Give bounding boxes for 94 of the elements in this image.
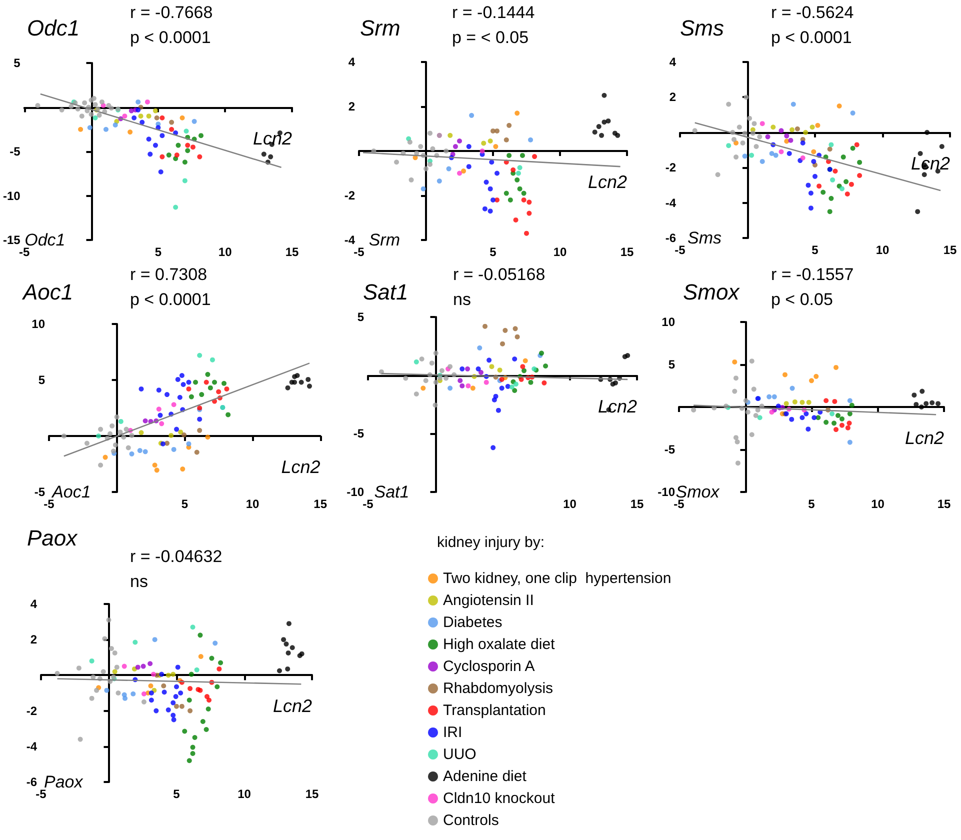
y-tick-label: 5 [14,56,21,70]
y-tick-label: 10 [662,315,676,329]
y-tick-label: 5 [357,310,364,324]
x-axis-title: Lcn2 [588,172,627,192]
y-tick-label: -5 [34,485,46,499]
x-tick-label: 10 [218,245,232,259]
x-axis-title: Lcn2 [252,128,292,148]
legend-label: Two kidney, one clip hypertension [443,570,672,587]
y-tick-label: -10 [346,485,364,499]
chart-title: Odc1 [27,16,80,40]
text: r = -0.1444 [452,3,535,22]
x-tick-label: 10 [876,243,890,257]
text: p = < 0.05 [452,28,529,47]
y-tick-label: -6 [26,775,38,789]
y-tick-label: 5 [668,358,676,372]
text: p < 0.0001 [130,290,211,309]
x-tick-label: 15 [943,243,957,257]
legend-label: Diabetes [443,614,502,631]
y-tick-label: -5 [10,144,21,158]
x-tick-label: 10 [246,497,260,511]
legend-label: IRI [443,724,462,741]
y-axis-title: Srm [368,230,400,250]
y-tick-label: -10 [3,188,21,203]
text: r = 0.7308 [130,265,208,284]
legend-title: kidney injury by: [437,534,545,551]
x-tick-label: 5 [812,243,819,257]
legend-label: Rhabdomyolysis [443,680,554,697]
text: r = -0.5624 [771,3,854,22]
y-tick-label: 5 [38,373,46,387]
x-tick-label: 5 [173,787,180,801]
legend-label: Cldn10 knockout [443,790,556,807]
text: ns [453,290,471,309]
y-tick-label: -2 [344,188,356,202]
y-axis-title: Paox [44,772,84,792]
text: ns [130,572,148,591]
legend-label: Angiotensin II [443,592,534,609]
x-tick-label: 15 [937,497,951,511]
y-axis-title: Sat1 [374,482,410,502]
y-tick-label: 10 [32,317,46,331]
x-tick-label: -5 [362,497,374,511]
x-tick-label: 15 [620,245,634,259]
x-tick-label: 15 [630,497,644,511]
x-tick-label: 15 [285,245,299,259]
x-tick-label: 15 [305,787,319,801]
x-tick-label: 10 [871,497,885,511]
y-axis-title: Sms [688,228,722,248]
y-tick-label: -2 [665,160,676,175]
text: p < 0.0001 [130,28,211,47]
text: r = -0.7668 [130,3,213,22]
y-tick-label: 2 [669,90,676,104]
legend-label: Transplantation [443,702,546,719]
y-tick-label: -5 [353,426,364,441]
chart-title: Aoc1 [21,280,74,304]
legend-label: High oxalate diet [443,636,556,653]
x-tick-label: 15 [314,497,328,511]
text: r = -0.05168 [453,265,546,284]
x-axis-title: Lcn2 [281,457,320,477]
x-tick-label: 10 [553,245,567,259]
x-axis-title: Lcn2 [904,428,944,448]
text: r = -0.1557 [771,265,854,284]
chart-title: Srm [360,16,400,40]
legend-label: UUO [443,746,476,763]
y-tick-label: -2 [26,704,38,718]
x-tick-label: 10 [238,787,252,801]
chart-title: Sat1 [363,280,408,304]
y-tick-label: -5 [664,442,676,456]
x-tick-label: 5 [490,245,497,259]
y-tick-label: -15 [3,233,21,247]
x-tick-label: 5 [808,497,816,511]
text: p < 0.0001 [771,28,852,47]
y-tick-label: 4 [30,597,38,611]
y-tick-label: -4 [665,196,676,210]
chart-title: Paox [27,526,78,550]
y-tick-label: -6 [665,231,676,245]
legend-label: Controls [443,812,499,829]
chart-title: Smox [683,280,740,304]
text: r = -0.04632 [130,547,222,566]
x-axis-title: Lcn2 [598,396,637,416]
y-tick-label: 2 [348,100,356,114]
y-tick-label: 2 [30,632,38,647]
y-tick-label: -4 [26,739,38,754]
x-tick-label: 5 [181,497,188,511]
text: p < 0.05 [771,290,833,309]
y-tick-label: -4 [344,233,356,247]
y-tick-label: 4 [348,55,356,69]
y-tick-label: 4 [669,55,676,69]
chart-title: Sms [680,16,724,40]
legend-label: Cyclosporin A [443,658,535,675]
x-axis-title: Lcn2 [272,696,312,716]
y-tick-label: -10 [658,485,676,499]
legend-label: Adenine diet [443,768,528,785]
x-tick-label: 5 [154,245,162,259]
x-tick-label: 10 [563,497,577,511]
x-axis-title: Lcn2 [910,153,950,174]
